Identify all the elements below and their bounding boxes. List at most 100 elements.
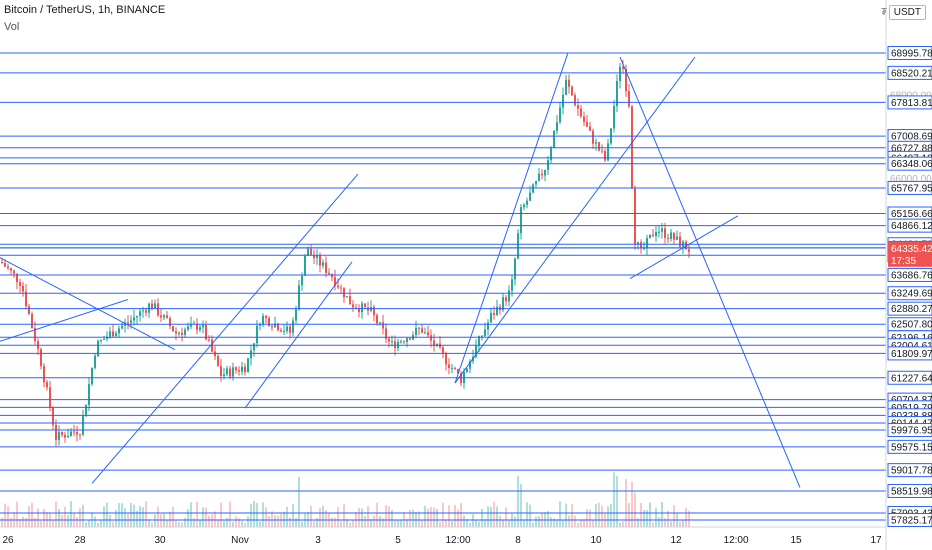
candle-body [316, 255, 318, 259]
volume-bar [301, 521, 303, 527]
volume-bar [148, 519, 150, 527]
volume-bar [364, 515, 366, 527]
volume-bar [616, 476, 618, 527]
candle-body [121, 325, 123, 329]
candle-body [457, 368, 459, 374]
volume-bar [454, 505, 456, 527]
candle-body [526, 200, 528, 205]
candle-body [448, 364, 450, 368]
volume-bar [502, 519, 504, 527]
price-label: 67008.69 [891, 132, 932, 143]
price-label-box [887, 286, 932, 301]
candle-body [550, 147, 552, 161]
candle-body [241, 366, 243, 372]
candle-body [148, 303, 150, 313]
candle-body [286, 326, 288, 332]
volume-bar [688, 510, 690, 527]
volume-bar [664, 518, 666, 527]
volume-bar [331, 517, 333, 527]
volume-bar [193, 518, 195, 527]
volume-bar [352, 520, 354, 527]
candle-body [529, 192, 531, 201]
price-label: 65156.66 [891, 209, 932, 220]
volume-bar [166, 519, 168, 527]
price-label: 66727.88 [891, 143, 932, 154]
volume-bar [400, 519, 402, 527]
candle-body [115, 333, 117, 337]
candle-body [229, 368, 231, 377]
volume-bar [139, 505, 141, 527]
volume-bar [70, 501, 72, 527]
volume-bar [559, 501, 561, 527]
volume-bar [571, 503, 573, 527]
candle-body [154, 303, 156, 309]
volume-bar [517, 475, 519, 527]
volume-bar [520, 483, 522, 527]
volume-bar [25, 517, 27, 527]
candle-body [433, 340, 435, 347]
candle-body [40, 349, 42, 367]
volume-bar [673, 505, 675, 527]
volume-indicator-label[interactable]: Vol [4, 21, 20, 33]
trend-line [454, 52, 569, 384]
volume-bar [286, 506, 288, 527]
volume-bar [610, 503, 612, 527]
volume-bar [19, 518, 21, 527]
volume-bar [253, 501, 255, 527]
x-tick-label: 26 [2, 535, 14, 546]
candle-body [205, 325, 207, 340]
volume-bar [202, 507, 204, 527]
candle-body [112, 331, 114, 337]
candle-body [616, 81, 618, 107]
candle-body [100, 339, 102, 341]
candle-body [70, 431, 72, 436]
volume-bar [16, 501, 18, 527]
candle-body [679, 236, 681, 247]
volume-bar [493, 501, 495, 527]
candle-body [118, 328, 120, 334]
volume-bar [4, 503, 6, 527]
x-tick-label: 12:00 [723, 535, 748, 546]
candle-body [583, 116, 585, 123]
candle-body [61, 431, 63, 435]
volume-bar [583, 518, 585, 527]
price-label-box [887, 301, 932, 316]
volume-bar [112, 521, 114, 527]
candle-body [652, 234, 654, 237]
x-tick-label: 17 [870, 535, 882, 546]
volume-bar [172, 506, 174, 527]
candle-body [640, 242, 642, 249]
volume-bar [1, 517, 3, 527]
volume-bar [214, 511, 216, 527]
candle-body [34, 328, 36, 342]
candle-body [664, 228, 666, 238]
candle-body [334, 277, 336, 286]
price-label-box [887, 267, 932, 282]
volume-bar [160, 514, 162, 527]
candle-body [280, 330, 282, 332]
price-label-box [887, 346, 932, 361]
candle-body [577, 105, 579, 109]
volume-bar [433, 507, 435, 527]
currency-button[interactable]: USDT [888, 5, 926, 20]
candle-body [430, 335, 432, 341]
candle-body [256, 325, 258, 344]
volume-bar [361, 508, 363, 527]
volume-bar [256, 502, 258, 527]
candle-body [478, 336, 480, 346]
axis-faint-label: 66000.00 [890, 174, 932, 185]
candle-body [637, 242, 639, 245]
volume-bar [448, 505, 450, 527]
candle-body [592, 130, 594, 144]
volume-bar [85, 522, 87, 527]
candle-body [298, 285, 300, 310]
volume-bar [199, 519, 201, 527]
candle-body [391, 341, 393, 343]
volume-bar [55, 501, 57, 527]
volume-bar [358, 507, 360, 527]
price-label: 62196.16 [891, 333, 932, 344]
volume-bar [424, 505, 426, 527]
candle-body [25, 291, 27, 307]
candle-body [505, 297, 507, 302]
